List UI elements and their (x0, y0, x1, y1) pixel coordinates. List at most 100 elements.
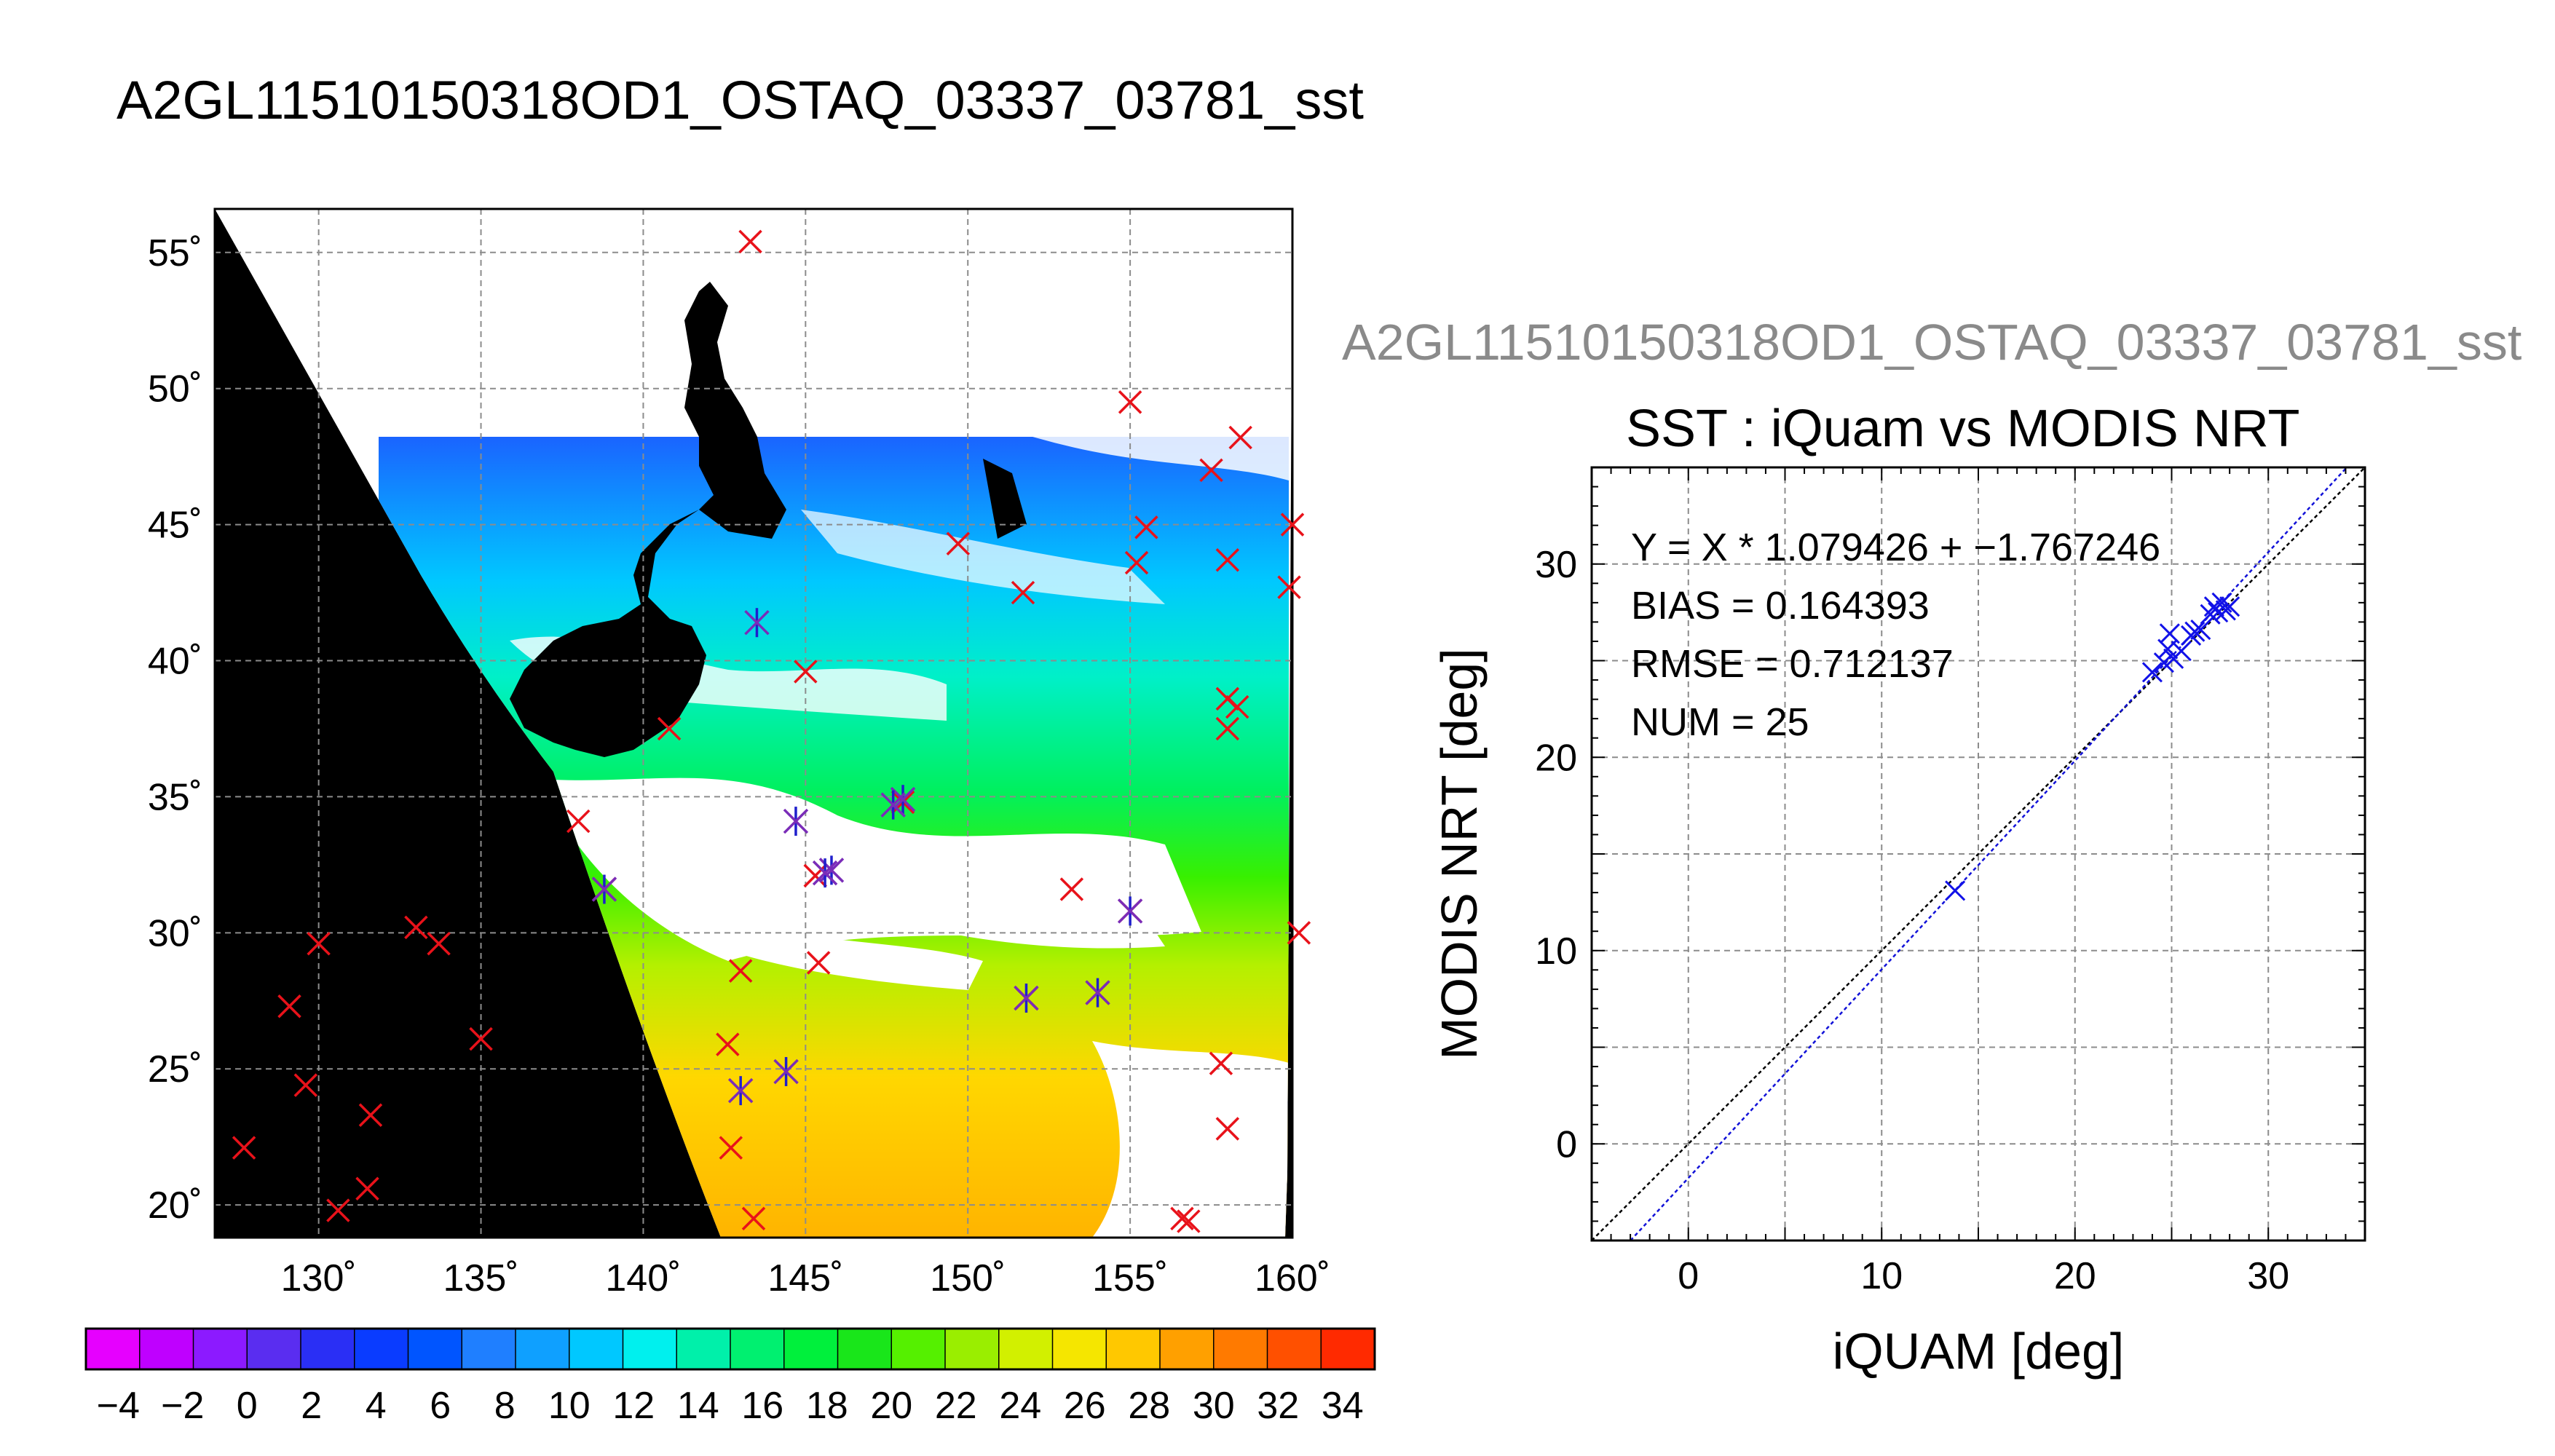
scatter-x-tick-label: 0 (1678, 1255, 1699, 1297)
map-y-tick-label: 40˚ (148, 641, 202, 683)
iquam-marker (1059, 877, 1084, 901)
iquam-marker (358, 1103, 383, 1128)
scatter-point (2190, 619, 2211, 641)
matchup-marker (812, 858, 838, 888)
main-title: A2GL11510150318OD1_OSTAQ_03337_03781_sst (117, 70, 1364, 130)
colorbar-tick-label: 4 (366, 1385, 387, 1427)
scatter-title: A2GL11510150318OD1_OSTAQ_03337_03781_sst (1342, 314, 2522, 371)
matchup-marker (744, 608, 770, 638)
scatter-point (2171, 641, 2192, 662)
colorbar-tick-label: 16 (741, 1385, 783, 1427)
colorbar-cell (1052, 1329, 1107, 1369)
matchup-marker (727, 1076, 754, 1106)
colorbar-cell (1213, 1329, 1268, 1369)
iquam-marker (741, 1206, 766, 1231)
scatter-y-axis-label: MODIS NRT [deg] (1431, 648, 1488, 1059)
matchup-marker (783, 807, 809, 836)
colorbar-tick-label: 20 (870, 1385, 912, 1427)
scatter-annotation: Y = X * 1.079426 + −1.767246 (1631, 526, 2160, 569)
scatter-annotations: Y = X * 1.079426 + −1.767246 BIAS = 0.164… (1631, 526, 2160, 744)
iquam-marker (404, 915, 428, 940)
iquam-marker (232, 1136, 256, 1160)
matchup-marker (1085, 978, 1110, 1008)
iquam-marker (277, 994, 301, 1018)
colorbar-cell (193, 1329, 248, 1369)
iquam-marker (1280, 513, 1305, 537)
iquam-marker (566, 809, 591, 834)
iquam-marker (1134, 515, 1158, 539)
colorbar-cell (301, 1329, 355, 1369)
scatter-point (1945, 880, 1966, 901)
matchup-marker-x (591, 877, 617, 902)
colorbar-tick-labels: −4 −2 0 2 4 6 8 10 12 14 16 18 20 22 24 26 28 30 32 34 (97, 1385, 1364, 1427)
scatter-x-axis-label: iQUAM [deg] (1833, 1323, 2125, 1380)
scatter-y-tick-label: 20 (1535, 737, 1577, 779)
iquam-marker (1215, 547, 1240, 572)
matchup-marker-x (1014, 985, 1039, 1011)
colorbar-tick-label: 12 (612, 1385, 655, 1427)
iquam-marker (1209, 1051, 1233, 1075)
matchup-marker (880, 790, 906, 820)
colorbar-cell (891, 1329, 946, 1369)
scatter-annotation: RMSE = 0.712137 (1631, 642, 1954, 686)
iquam-marker (1124, 550, 1149, 575)
map-markers (232, 229, 1311, 1233)
colorbar-tick-label: −4 (97, 1385, 140, 1427)
matchup-marker-x (727, 1077, 754, 1104)
colorbar-tick-label: 30 (1193, 1385, 1235, 1427)
map-y-tick-label: 35˚ (148, 776, 202, 818)
iquam-marker (728, 959, 753, 983)
iquam-marker (326, 1198, 350, 1222)
scatter-y-tick-label: 0 (1556, 1123, 1577, 1166)
map-y-tick-label: 45˚ (148, 505, 202, 547)
map-y-tick-label: 25˚ (148, 1048, 202, 1091)
colorbar-cell (139, 1329, 194, 1369)
colorbar-tick-label: 28 (1128, 1385, 1170, 1427)
map-y-tick-label: 50˚ (148, 368, 202, 411)
scatter-y-tick-label: 10 (1535, 930, 1577, 973)
colorbar-tick-label: 24 (999, 1385, 1041, 1427)
matchup-marker-x (818, 858, 845, 883)
land-japan (510, 282, 786, 757)
scatter-point (2184, 621, 2205, 642)
iquam-marker (1225, 695, 1249, 719)
scatter-x-tick-label: 20 (2054, 1255, 2096, 1297)
map-x-tick-label: 135˚ (443, 1257, 519, 1299)
map-x-tick-label: 160˚ (1255, 1257, 1330, 1299)
matchup-marker (591, 874, 617, 904)
map-x-tick-label: 130˚ (281, 1257, 357, 1299)
sst-map: 130˚ 135˚ 140˚ 145˚ 150˚ 155˚ 160˚ 55˚50˚45˚40… (84, 207, 1376, 1427)
matchup-marker-x (744, 609, 770, 636)
map-x-tick-label: 155˚ (1092, 1257, 1168, 1299)
scatter-x-tick-labels: 0 10 20 30 (1678, 1255, 2289, 1297)
iquam-marker (794, 660, 818, 684)
map-y-tick-label: 20˚ (148, 1184, 202, 1227)
scatter-point (2159, 623, 2180, 644)
colorbar-tick-label: 34 (1322, 1385, 1364, 1427)
colorbar: −4 −2 0 2 4 6 8 10 12 14 16 18 20 22 24 26 28 30 32 34 (84, 1327, 1376, 1427)
iquam-marker (307, 932, 331, 956)
iquam-marker (1287, 921, 1311, 945)
colorbar-cell (462, 1329, 516, 1369)
map-x-tick-label: 140˚ (605, 1257, 681, 1299)
iquam-marker (803, 863, 827, 888)
colorbar-tick-label: 22 (935, 1385, 977, 1427)
iquam-marker (946, 531, 971, 556)
colorbar-tick-label: 32 (1257, 1385, 1299, 1427)
colorbar-tick-label: 18 (806, 1385, 848, 1427)
iquam-marker (355, 1176, 379, 1200)
colorbar-cell (998, 1329, 1053, 1369)
iquam-marker (657, 716, 682, 741)
colorbar-cell (837, 1329, 892, 1369)
colorbar-cell (569, 1329, 623, 1369)
iquam-marker (1170, 1206, 1194, 1231)
matchup-marker (773, 1056, 799, 1086)
matchup-marker-x (1117, 898, 1143, 924)
colorbar-cell (730, 1329, 785, 1369)
scatter-gridlines (1592, 467, 2365, 1241)
colorbar-cells (86, 1329, 1375, 1369)
matchup-marker-x (880, 792, 906, 818)
iquam-marker (738, 229, 762, 254)
colorbar-tick-label: 14 (677, 1385, 719, 1427)
scatter-y-tick-labels: 0 10 20 30 (1535, 544, 1577, 1166)
